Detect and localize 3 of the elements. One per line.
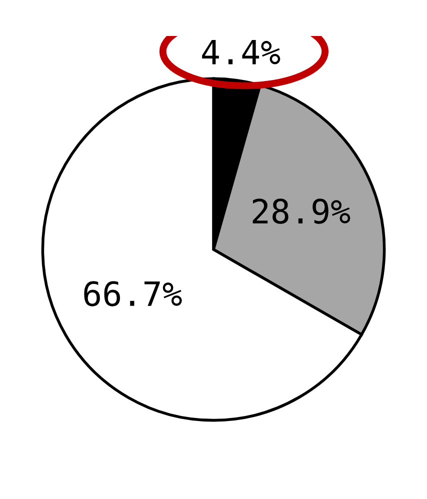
data-label: 28.9% [252, 198, 350, 224]
data-label: 66.7% [84, 281, 182, 306]
data-label: 4.4% [202, 40, 280, 64]
